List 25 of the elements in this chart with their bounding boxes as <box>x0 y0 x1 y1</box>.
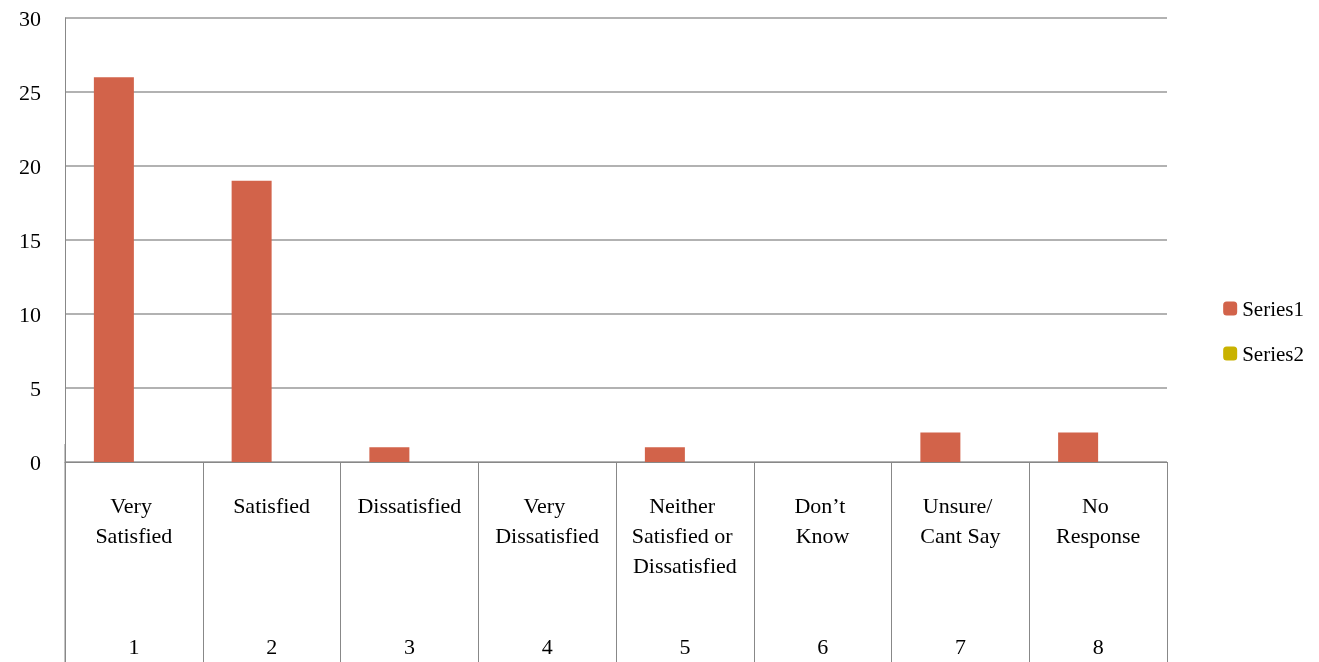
y-tick-label: 20 <box>19 153 41 179</box>
x-tick-label: No Response <box>1055 492 1141 548</box>
x-tick-label: Don’t Know <box>794 492 851 548</box>
text: 5 <box>679 633 691 659</box>
x-tick-label: Unsure/ Cant Say <box>920 492 1001 548</box>
text: 4 <box>541 633 553 659</box>
y-tick-label: 25 <box>19 79 41 105</box>
text: 2 <box>266 633 278 659</box>
text: 8 <box>1092 633 1104 659</box>
text: 6 <box>817 633 829 659</box>
y-tick-label: 5 <box>30 375 41 401</box>
text: 1 <box>128 633 140 659</box>
y-tick-label: 30 <box>19 5 41 31</box>
x-tick-label: Dissatisfied <box>357 492 462 518</box>
legend-label: Series1 <box>1242 296 1305 321</box>
text: 7 <box>954 633 966 659</box>
x-tick-label: Very Satisfied <box>95 492 173 548</box>
y-tick-label: 0 <box>30 449 41 475</box>
x-tick-label: Neither Satisfied or Dissatisfied <box>631 492 739 578</box>
y-tick-label: 15 <box>19 227 41 253</box>
text: 3 <box>403 633 415 659</box>
x-tick-label: Very Dissatisfied <box>495 492 600 548</box>
legend-label: Series2 <box>1242 341 1305 366</box>
x-tick-label: Satisfied <box>233 492 311 518</box>
y-tick-label: 10 <box>19 301 41 327</box>
